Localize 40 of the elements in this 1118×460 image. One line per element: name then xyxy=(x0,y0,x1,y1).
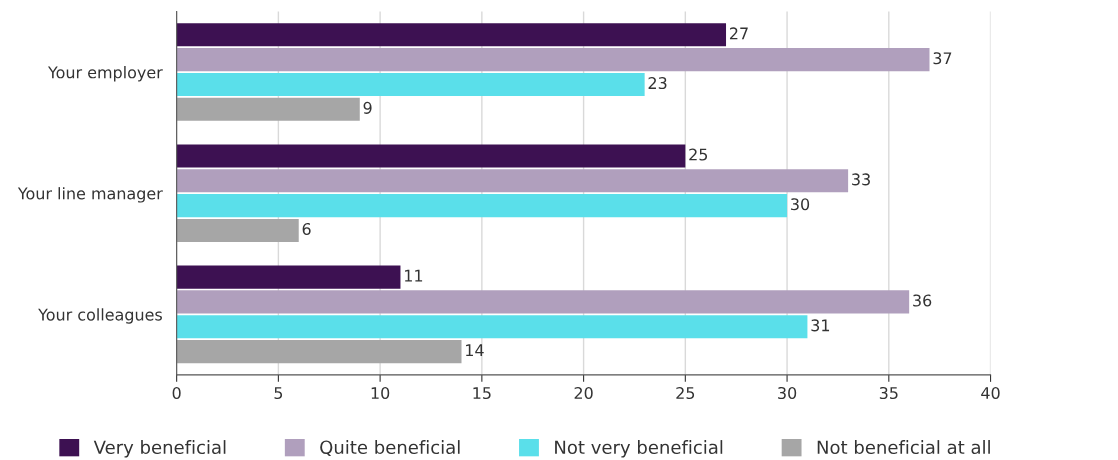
bar xyxy=(176,218,299,242)
y-tick-label: Your colleagues xyxy=(38,308,162,324)
bar xyxy=(176,72,645,97)
x-tick-label: 25 xyxy=(676,386,695,400)
data-label: 33 xyxy=(852,173,870,186)
x-tick-label: 30 xyxy=(778,386,797,400)
bar xyxy=(176,265,401,289)
data-label: 11 xyxy=(405,269,423,282)
x-tick-label: 35 xyxy=(879,386,898,400)
data-label: 25 xyxy=(689,148,708,161)
data-label: 14 xyxy=(466,344,484,356)
x-tick-label: 0 xyxy=(172,386,181,400)
legend-label: Not very beneficial xyxy=(555,440,723,458)
bar xyxy=(176,340,462,364)
bar xyxy=(176,290,910,314)
bar xyxy=(176,194,788,218)
bar xyxy=(176,169,849,193)
bar xyxy=(176,315,808,339)
y-tick-label: Your employer xyxy=(47,66,163,82)
data-label: 23 xyxy=(648,77,667,90)
bar xyxy=(176,23,727,47)
x-tick-label: 15 xyxy=(473,387,491,400)
bar xyxy=(176,144,686,168)
data-label: 36 xyxy=(913,294,932,307)
data-label: 27 xyxy=(729,27,748,40)
x-tick-label: 20 xyxy=(574,386,593,400)
legend-label: Not beneficial at all xyxy=(817,440,990,455)
legend-label: Quite beneficial xyxy=(320,440,460,457)
data-label: 9 xyxy=(363,101,372,114)
data-label: 6 xyxy=(302,223,311,236)
bar xyxy=(176,48,930,72)
data-label: 37 xyxy=(933,52,952,65)
data-label: 30 xyxy=(791,198,810,211)
legend-label: Very beneficial xyxy=(93,440,226,458)
x-tick-label: 5 xyxy=(274,387,283,400)
bar xyxy=(176,97,360,121)
x-tick-label: 40 xyxy=(981,386,1000,400)
data-label: 31 xyxy=(811,319,830,332)
x-tick-label: 10 xyxy=(371,386,390,400)
y-tick-label: Your line manager xyxy=(17,187,163,203)
